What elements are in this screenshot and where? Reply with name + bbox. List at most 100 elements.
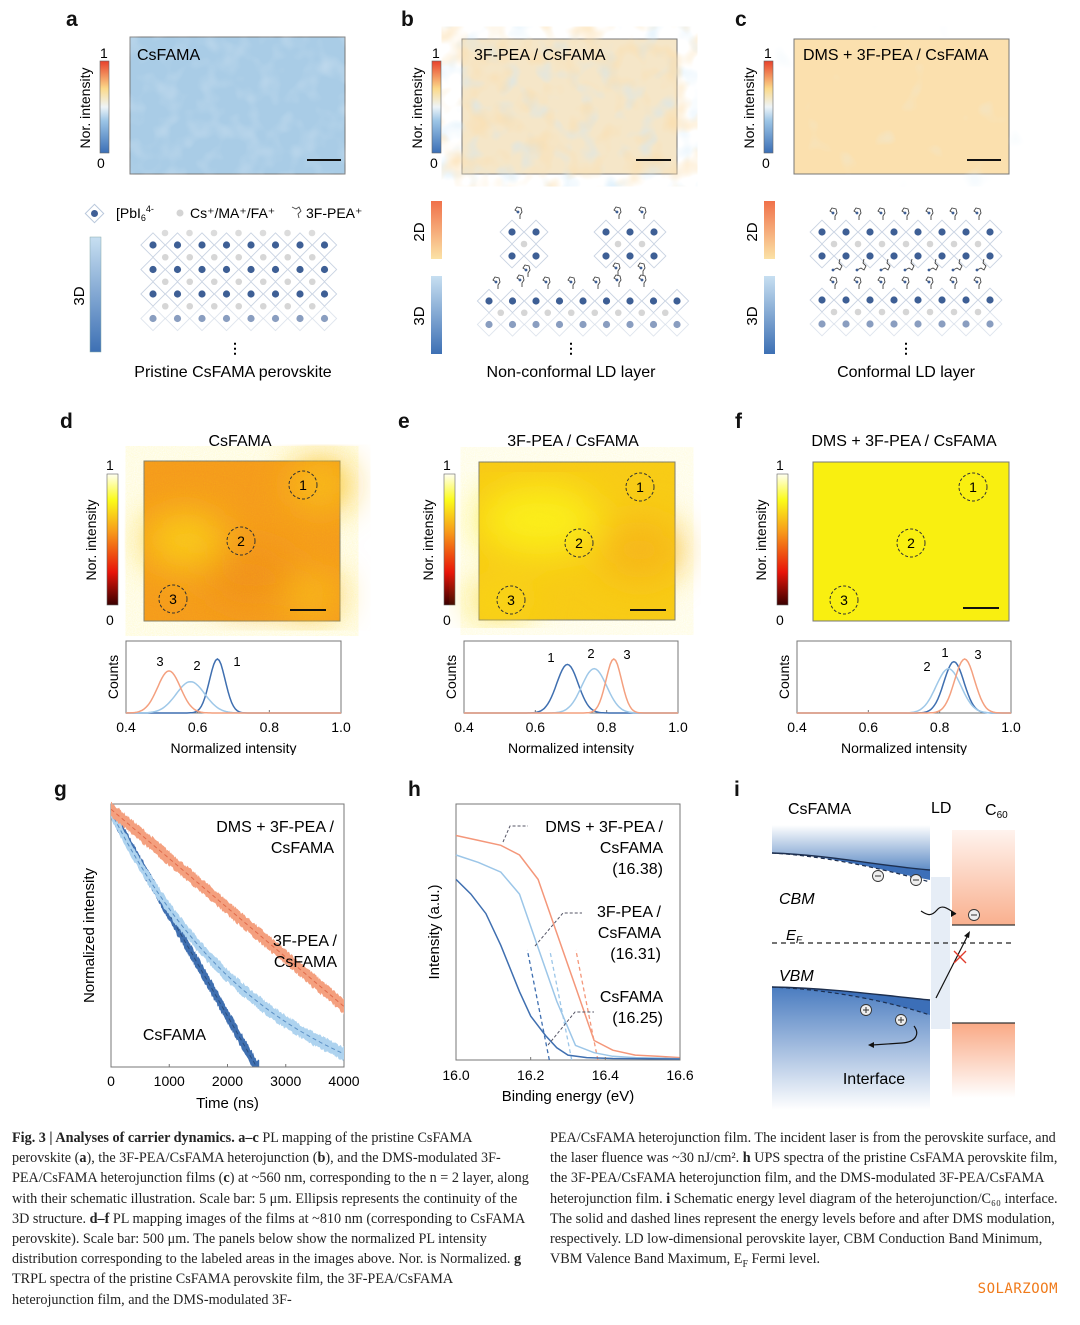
- pb-site: [890, 228, 898, 236]
- spacer-head: [879, 280, 883, 284]
- region-circle: [625, 472, 655, 502]
- cutoff-extrapolation: [549, 949, 573, 1061]
- map-title-d: CsFAMA: [208, 433, 271, 450]
- pb-site: [508, 320, 517, 329]
- cation-site: [497, 309, 505, 317]
- cation-site: [614, 309, 622, 317]
- cation-site: [830, 308, 838, 316]
- diagram-label-ld: LD: [931, 800, 951, 817]
- panel-f-colorbar: [776, 473, 789, 606]
- cation-site: [591, 309, 599, 317]
- pb-site: [320, 314, 329, 323]
- spacer-head: [903, 268, 907, 272]
- spacer-cation-icon: [613, 206, 622, 219]
- spacer-head: [903, 280, 907, 284]
- hole-icon: [860, 1004, 872, 1016]
- lattice-schematic-a: [140, 229, 338, 332]
- pl-map-a: [129, 36, 346, 175]
- spacer-cation-icon: [638, 274, 647, 287]
- cation-site: [830, 240, 838, 248]
- cation-site: [186, 278, 194, 286]
- pb-site: [626, 252, 634, 260]
- spacer-cation-icon: [613, 274, 622, 287]
- spacer-cation-icon: [928, 258, 939, 271]
- x-tick-label: 3000: [270, 1073, 301, 1089]
- hole-return-arrow: [871, 1025, 918, 1046]
- spacer-head: [640, 278, 644, 282]
- cation-site: [878, 240, 886, 248]
- spacer-head: [975, 211, 979, 215]
- ups-curve-csfama: [455, 878, 681, 1060]
- map-title-b: 3F-PEA / CsFAMA: [474, 47, 606, 64]
- curve-label: 2: [587, 646, 594, 661]
- pb-site: [602, 252, 610, 260]
- caption-text: h: [742, 1150, 751, 1167]
- cbar-min-b: 0: [430, 155, 438, 171]
- pb-site: [173, 290, 182, 298]
- region-label: 1: [636, 479, 644, 495]
- ups-curve-3f-pea-csfama: [455, 854, 681, 1060]
- csfama-valence-band: [772, 987, 930, 1110]
- panel-label-i: i: [734, 778, 740, 801]
- pb-site: [626, 297, 634, 305]
- x-tick-label: 0.8: [260, 719, 280, 735]
- spacer-cation-icon: [637, 262, 646, 275]
- c60-homo: [952, 1023, 1015, 1098]
- region-circle: [896, 528, 926, 558]
- series-label: CsFAMA: [600, 840, 663, 857]
- bar-label-3d-c: 3D: [744, 306, 761, 325]
- cation-site: [210, 229, 218, 237]
- pb-site: [602, 297, 611, 305]
- caption-text: c: [223, 1170, 230, 1187]
- spacer-head: [569, 280, 573, 284]
- pb-site: [842, 252, 850, 260]
- y-axis-label: Normalized intensity: [81, 867, 98, 1003]
- cation-site: [308, 253, 316, 261]
- pb-site: [222, 241, 231, 249]
- pb-site: [555, 297, 564, 305]
- y-axis-label: Counts: [443, 655, 459, 699]
- panel-label-d: d: [60, 410, 73, 433]
- series-label: (16.25): [612, 1010, 663, 1027]
- cation-site: [210, 302, 218, 310]
- spacer-cation-icon: [832, 258, 843, 271]
- cutoff-extrapolation: [526, 949, 550, 1061]
- schematic-caption-c: Conformal LD layer: [837, 364, 976, 381]
- pl-map-d: [143, 460, 350, 622]
- region-circle: [158, 584, 188, 614]
- legend-cation: Cs⁺/MA⁺/FA⁺: [190, 205, 275, 221]
- pb-site: [508, 297, 517, 305]
- spacer-head: [927, 211, 931, 215]
- cation-site: [259, 253, 267, 261]
- region-label: 2: [575, 535, 583, 551]
- pb-site: [914, 252, 922, 260]
- cation-site: [520, 309, 528, 317]
- panel-label-g: g: [54, 778, 67, 801]
- distribution-curve-2: [464, 667, 678, 714]
- panel-label-f: f: [735, 410, 742, 433]
- cation-site: [854, 240, 862, 248]
- leader-line: [534, 912, 582, 947]
- cbar-max-d: 1: [106, 457, 114, 473]
- pb-site: [296, 265, 304, 274]
- cation-site: [544, 309, 552, 317]
- ellipsis-a: ⋮: [228, 340, 242, 356]
- histogram-f: 0.4 0.6 0.8 1.0 Normalized intensity Counts 12…: [776, 640, 1021, 755]
- cation-site: [567, 309, 575, 317]
- pb-site: [818, 320, 826, 328]
- ups-chart: 16.0 16.2 16.4 16.6 Binding energy (eV) Inten…: [426, 803, 694, 1105]
- caption-text: ), the 3F-PEA/CsFAMA heterojunction (: [86, 1150, 318, 1167]
- map-title-a: CsFAMA: [137, 47, 200, 64]
- series-label: CsFAMA: [143, 1027, 206, 1044]
- x-tick-label: 0: [107, 1073, 115, 1089]
- ef-label: EF: [786, 927, 803, 946]
- pb-site: [890, 252, 898, 260]
- x-tick-label: 0.6: [188, 719, 208, 735]
- region-label: 2: [907, 535, 915, 551]
- x-axis-label: Normalized intensity: [841, 740, 967, 755]
- spacer-head: [544, 280, 548, 284]
- bar-3d-c: [764, 276, 775, 354]
- curve-label: 1: [547, 650, 554, 665]
- spacer-head: [831, 268, 835, 272]
- x-tick-label: 16.4: [592, 1067, 619, 1083]
